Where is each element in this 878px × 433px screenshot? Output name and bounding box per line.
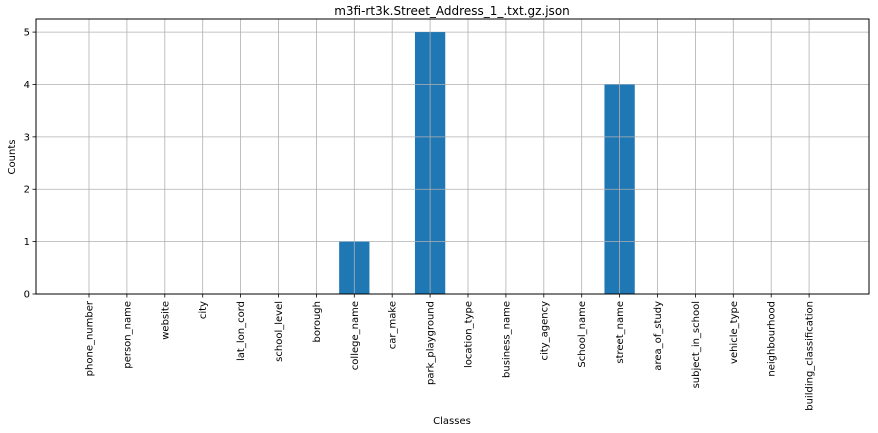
x-tick-label: website <box>160 301 171 340</box>
x-tick-label: borough <box>312 301 323 343</box>
y-axis-ticks: 0 1 2 3 4 5 <box>24 28 36 301</box>
x-tick-label: park_playground <box>426 301 437 385</box>
x-tick-label: neighbourhood <box>767 301 778 377</box>
y-tick-label: 4 <box>24 80 30 91</box>
x-axis-label: Classes <box>433 416 471 427</box>
x-tick-label: college_name <box>350 301 361 370</box>
plot-frame <box>35 18 870 295</box>
y-tick-label: 5 <box>24 28 30 39</box>
y-tick-label: 3 <box>24 132 30 143</box>
x-tick-label: city_agency <box>539 301 550 361</box>
x-tick-label: car_make <box>388 301 399 349</box>
plot-area <box>36 19 869 294</box>
x-tick-label: street_name <box>615 301 626 364</box>
x-tick-label: area_of_study <box>653 301 664 371</box>
x-tick-label: school_level <box>274 301 285 362</box>
y-axis-label: Counts <box>7 140 18 175</box>
x-tick-label: School_name <box>577 301 588 368</box>
x-tick-label: business_name <box>501 301 512 378</box>
x-tick-label: city <box>198 301 209 319</box>
x-tick-label: vehicle_type <box>729 301 740 364</box>
x-tick-label: person_name <box>122 301 133 369</box>
bars <box>339 32 635 294</box>
x-tick-label: subject_in_school <box>691 301 702 388</box>
y-tick-label: 1 <box>24 237 30 248</box>
y-tick-label: 0 <box>24 290 30 301</box>
chart-title: m3fi-rt3k.Street_Address_1_.txt.gz.json <box>334 4 570 18</box>
x-tick-label: lat_lon_cord <box>236 301 247 361</box>
x-tick-label: building_classification <box>805 301 816 411</box>
x-axis-ticks: phone_number person_name website city lat_lo… <box>85 294 816 411</box>
grid-lines <box>36 19 869 295</box>
x-tick-label: location_type <box>464 301 475 368</box>
x-tick-label: phone_number <box>85 300 96 376</box>
y-tick-label: 2 <box>24 185 30 196</box>
